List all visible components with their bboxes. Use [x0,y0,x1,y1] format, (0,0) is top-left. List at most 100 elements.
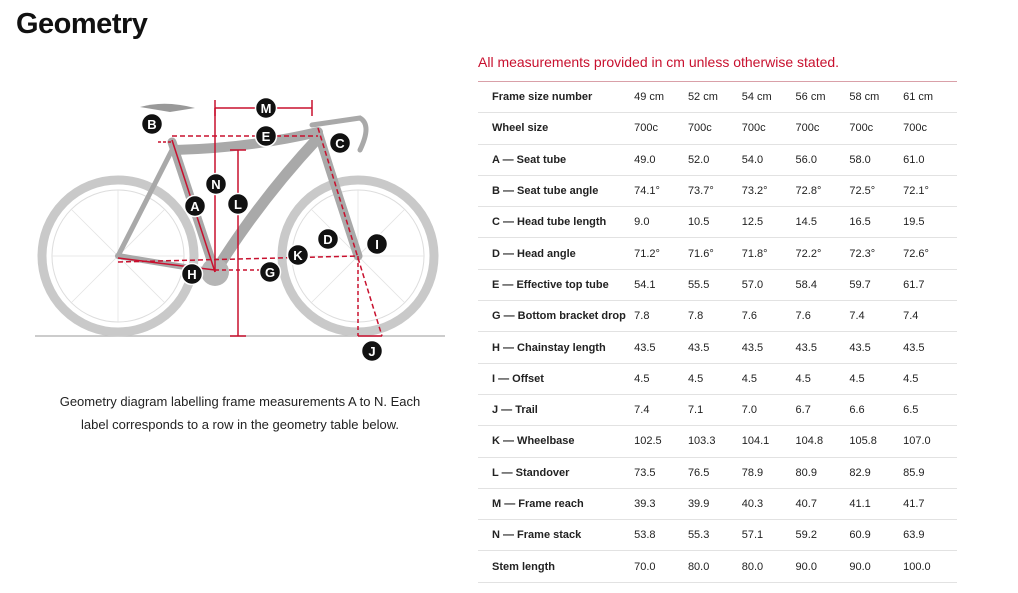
table-cell: 49 cm [634,81,688,114]
table-cell: 4.5 [849,363,904,395]
table-cell: 72.8° [795,175,850,208]
label-badge [140,112,164,136]
table-cell: 49.0 [634,144,688,176]
table-cell: 100.0 [903,550,957,583]
label-badge [254,124,278,148]
row-label: C — Head tube length [478,206,635,239]
measurement-letter: N [211,177,220,192]
measurement-letter: K [293,248,303,263]
table-cell: 78.9 [741,457,796,489]
table-cell: 70.0 [634,550,688,583]
table-cell: 59.7 [849,269,904,302]
table-cell: 55.3 [687,519,742,552]
table-cell: 43.5 [634,331,688,364]
table-cell: 61.7 [903,269,957,302]
table-cell: 7.0 [741,394,796,427]
label-badge [258,260,282,284]
table-row: Frame size number 49 cm 52 cm 54 cm 56 cm 58 … [478,81,957,114]
label-badge [226,192,250,216]
table-cell: 71.8° [741,237,796,270]
table-cell: 700c [795,112,850,145]
table-cell: 82.9 [849,457,904,489]
table-cell: 73.5 [634,457,688,489]
measurement-letter: J [368,344,375,359]
table-cell: 43.5 [795,331,850,364]
row-label: H — Chainstay length [478,331,635,364]
table-cell: 104.1 [741,425,796,458]
table-cell: 54.1 [634,269,688,302]
table-cell: 102.5 [634,425,688,458]
table-cell: 700c [687,112,742,145]
table-row: D — Head angle 71.2° 71.6° 71.8° 72.2° 72.3° 7… [478,237,957,270]
table-cell: 73.7° [687,175,742,208]
table-cell: 63.9 [903,519,957,552]
row-label: J — Trail [478,394,635,427]
table-row: M — Frame reach 39.3 39.9 40.3 40.7 41.1 41.7 [478,488,957,521]
table-cell: 7.8 [634,300,688,333]
table-cell: 43.5 [741,331,796,364]
table-cell: 43.5 [687,331,742,364]
row-label: D — Head angle [478,237,635,270]
table-cell: 59.2 [795,519,850,552]
units-note: All measurements provided in cm unless o… [478,54,840,70]
table-row: Stem length 70.0 80.0 80.0 90.0 90.0 100.0 [478,550,957,583]
page-title: Geometry [16,8,148,40]
label-badge [204,172,228,196]
table-cell: 72.3° [849,237,904,270]
table-cell: 10.5 [687,206,742,239]
measurement-letter: D [323,232,332,247]
measurement-letter: C [335,136,345,151]
table-row: L — Standover 73.5 76.5 78.9 80.9 82.9 85.9 [478,457,957,489]
table-cell: 74.1° [634,175,688,208]
table-cell: 52.0 [687,144,742,176]
table-cell: 73.2° [741,175,796,208]
table-cell: 60.9 [849,519,904,552]
table-cell: 57.1 [741,519,796,552]
table-cell: 105.8 [849,425,904,458]
table-cell: 53.8 [634,519,688,552]
table-cell: 4.5 [795,363,850,395]
measurement-letter: M [261,101,272,116]
table-cell: 90.0 [849,550,904,583]
table-cell: 80.9 [795,457,850,489]
table-cell: 6.6 [849,394,904,427]
table-cell: 700c [634,112,688,145]
table-cell: 58.4 [795,269,850,302]
table-row: I — Offset 4.5 4.5 4.5 4.5 4.5 4.5 [478,363,957,395]
table-cell: 7.8 [687,300,742,333]
table-cell: 76.5 [687,457,742,489]
measurement-letter: E [262,129,271,144]
table-cell: 61.0 [903,144,957,176]
table-cell: 104.8 [795,425,850,458]
label-badge [286,243,310,267]
table-cell: 700c [903,112,957,145]
label-badge [316,227,340,251]
row-label: Frame size number [478,81,635,114]
table-cell: 4.5 [903,363,957,395]
table-cell: 7.4 [849,300,904,333]
table-cell: 72.1° [903,175,957,208]
table-cell: 39.9 [687,488,742,521]
measurement-letter: L [234,197,242,212]
table-cell: 80.0 [741,550,796,583]
bike-drawing [35,100,445,337]
table-cell: 7.6 [741,300,796,333]
table-row: H — Chainstay length 43.5 43.5 43.5 43.5 43.5… [478,331,957,364]
table-row: E — Effective top tube 54.1 55.5 57.0 58.4 59… [478,269,957,302]
table-cell: 71.2° [634,237,688,270]
row-label: M — Frame reach [478,488,635,521]
table-cell: 56.0 [795,144,850,176]
row-label: Wheel size [478,112,635,145]
table-cell: 41.1 [849,488,904,521]
table-row: G — Bottom bracket drop 7.8 7.8 7.6 7.6 7.4 7.… [478,300,957,333]
table-row: Wheel size 700c 700c 700c 700c 700c 700c [478,112,957,145]
diagram-caption: Geometry diagram labelling frame measure… [59,394,421,432]
table-cell: 52 cm [687,81,742,114]
table-cell: 7.1 [687,394,742,427]
table-row: N — Frame stack 53.8 55.3 57.1 59.2 60.9 63.9 [478,519,957,552]
table-cell: 7.4 [903,300,957,333]
row-label: Stem length [478,550,635,583]
geometry-diagram: M B E C NA L D I K H G J [35,96,445,363]
table-cell: 40.3 [741,488,796,521]
row-label: A — Seat tube [478,144,635,176]
